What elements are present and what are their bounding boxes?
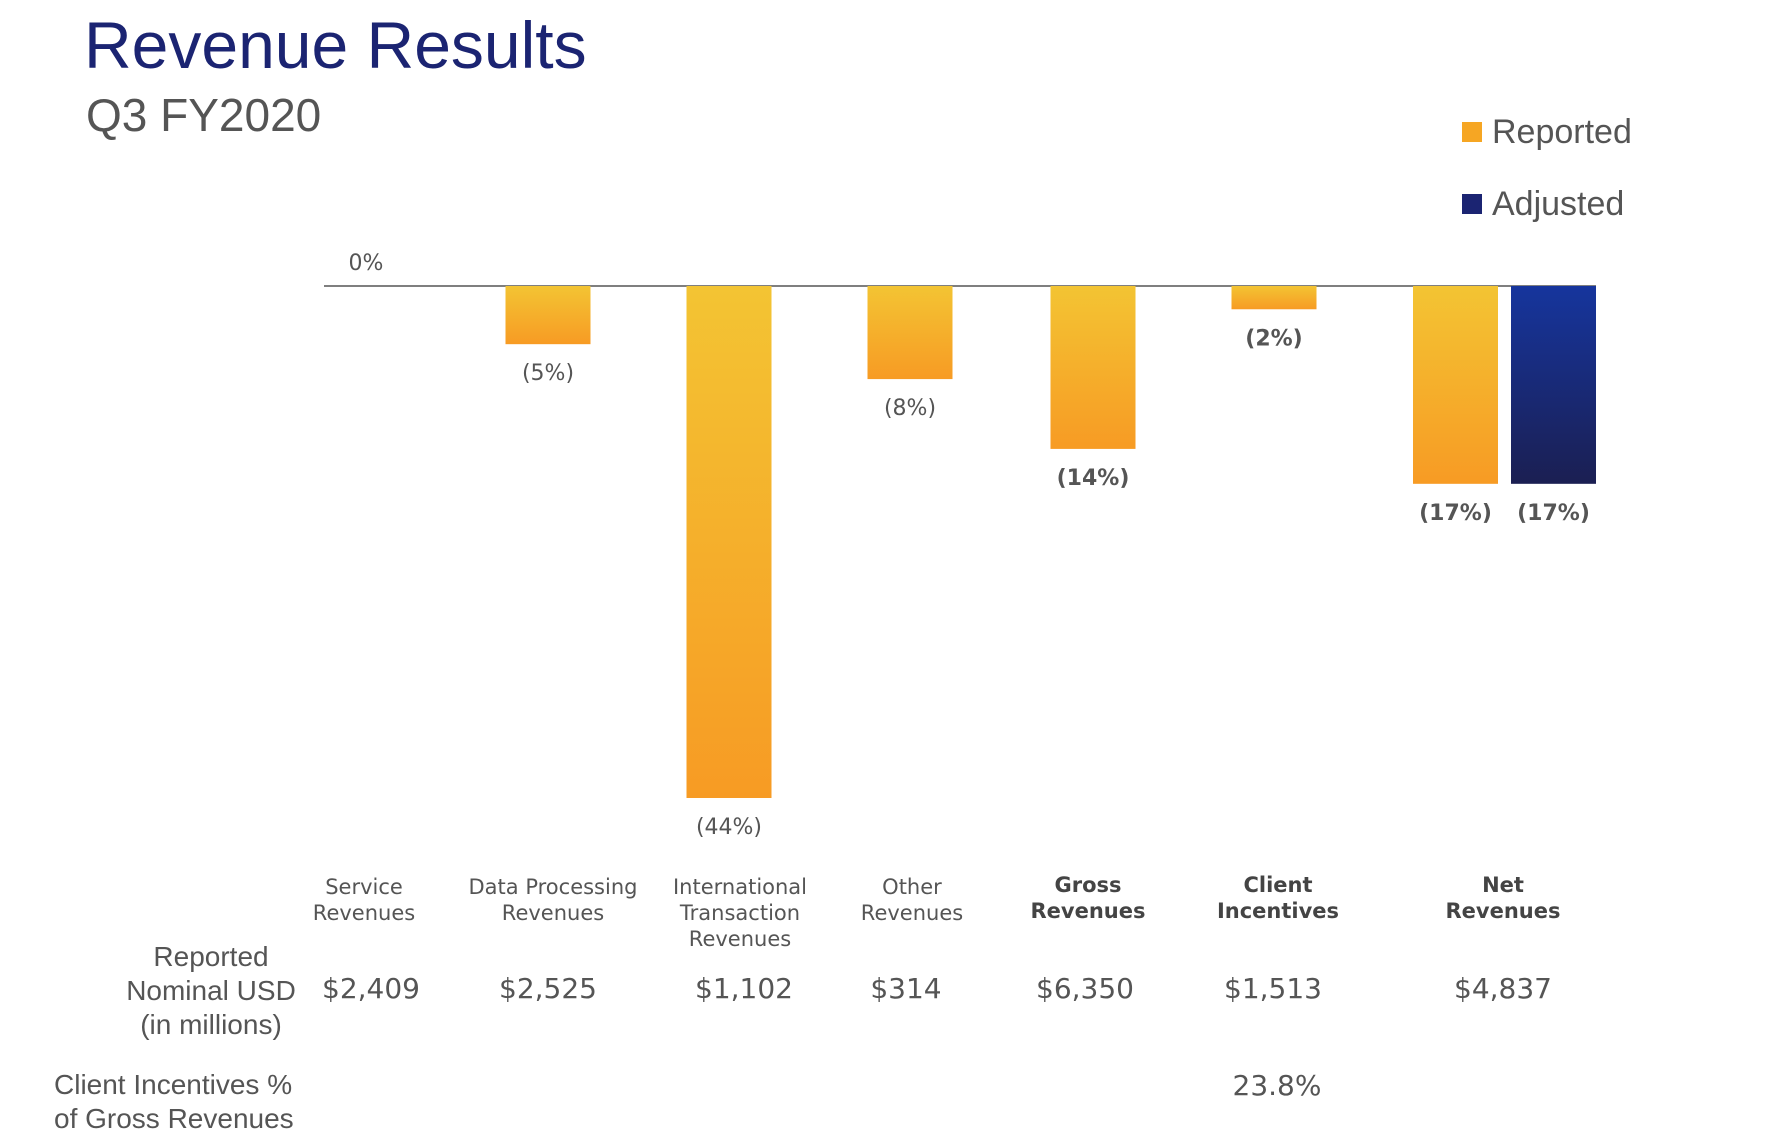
category-label-line: Client (1243, 873, 1313, 897)
category-label-line: Other (882, 875, 942, 899)
reported-row-label-line: Nominal USD (126, 975, 296, 1006)
data-label: (2%) (1245, 326, 1302, 351)
incentives-percent-value: 23.8% (1232, 1069, 1322, 1102)
data-label: (17%) (1517, 501, 1590, 526)
reported-amount: $4,837 (1454, 972, 1552, 1005)
page-title: Revenue Results (84, 8, 587, 82)
reported-amount: $1,513 (1224, 972, 1322, 1005)
category-label-line: Data Processing (468, 875, 638, 899)
reported-amount: $2,525 (499, 972, 597, 1005)
incentives-row-label-line: of Gross Revenues (54, 1103, 294, 1134)
chart-legend: Reported Adjusted (1462, 96, 1632, 240)
legend-swatch-reported (1462, 122, 1482, 142)
legend-swatch-adjusted (1462, 194, 1482, 214)
reported-amount: $2,409 (322, 972, 420, 1005)
reported-amount: $6,350 (1036, 972, 1134, 1005)
legend-label-reported: Reported (1492, 112, 1632, 151)
category-label-line: Net (1482, 873, 1524, 897)
legend-label-adjusted: Adjusted (1492, 184, 1625, 223)
bar-reported (867, 286, 953, 380)
category-label: International Transaction Revenues (640, 874, 840, 952)
category-label-line: International (672, 875, 808, 899)
category-label: Client Incentives (1178, 872, 1378, 924)
category-label-line: Revenues (688, 927, 792, 951)
legend-item-adjusted: Adjusted (1462, 168, 1632, 240)
bar-reported (505, 286, 591, 345)
bar-reported (686, 286, 772, 798)
zero-label: 0% (349, 251, 384, 276)
category-label: Data Processing Revenues (453, 874, 653, 926)
reported-row-label-line: (in millions) (140, 1009, 282, 1040)
reported-row-label: Reported Nominal USD (in millions) (116, 940, 306, 1042)
bar-reported (1231, 286, 1317, 310)
reported-amount: $314 (870, 972, 942, 1005)
page-subtitle: Q3 FY2020 (86, 89, 322, 141)
category-label-line: Gross (1054, 873, 1122, 897)
data-label: (14%) (1057, 466, 1130, 491)
incentives-row-label-line: Client Incentives % (54, 1069, 293, 1100)
category-label: Net Revenues (1403, 872, 1603, 924)
category-label: Service Revenues (264, 874, 464, 926)
category-label-line: Incentives (1216, 899, 1340, 923)
incentives-row-label: Client Incentives % of Gross Revenues (54, 1068, 314, 1136)
category-label: Other Revenues (812, 874, 1012, 926)
category-label-line: Revenues (860, 901, 964, 925)
bar-reported (1050, 286, 1136, 449)
category-label-line: Revenues (1030, 899, 1146, 923)
category-label-line: Revenues (1445, 899, 1561, 923)
category-label-line: Revenues (312, 901, 416, 925)
reported-amount: $1,102 (695, 972, 793, 1005)
reported-row-label-line: Reported (153, 941, 269, 972)
bars-group: (5%) (44%) (8%) (14%) (2%) (17%) (17%) (505, 286, 1596, 840)
category-label-line: Transaction (679, 901, 801, 925)
data-label: (44%) (696, 815, 762, 840)
data-label: (17%) (1419, 501, 1492, 526)
bar-adjusted (1511, 286, 1596, 484)
data-label: (5%) (522, 361, 574, 386)
category-label-line: Service (325, 875, 403, 899)
category-label: Gross Revenues (988, 872, 1188, 924)
data-label: (8%) (884, 396, 936, 421)
category-label-line: Revenues (501, 901, 605, 925)
bar-reported (1413, 286, 1498, 484)
legend-item-reported: Reported (1462, 96, 1632, 168)
